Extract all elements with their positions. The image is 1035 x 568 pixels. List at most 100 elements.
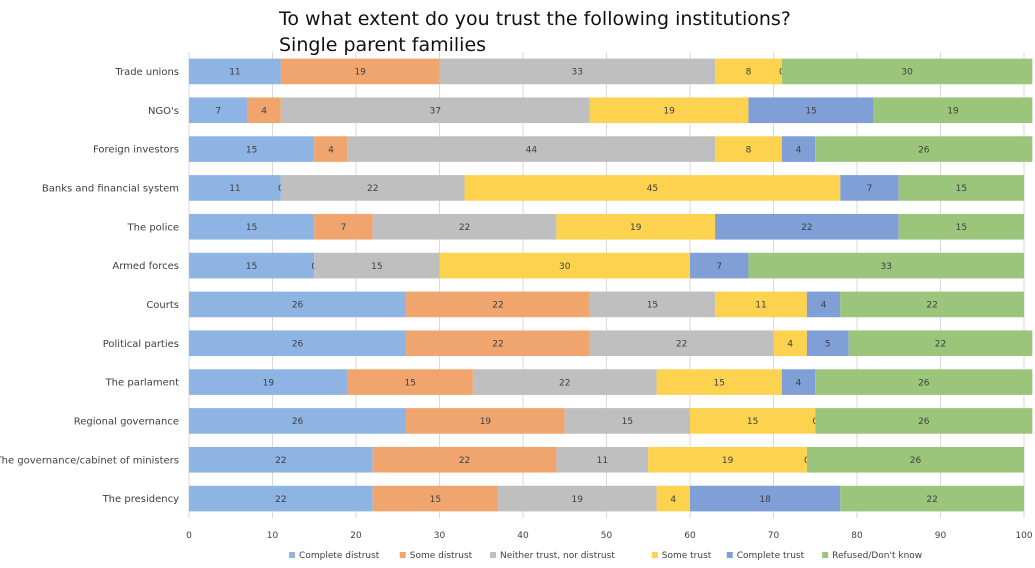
data-label: 7 <box>215 106 221 116</box>
data-label: 8 <box>746 145 752 155</box>
data-label: 22 <box>275 495 286 505</box>
category-label: The parlament <box>105 378 180 389</box>
data-label: 15 <box>956 184 967 194</box>
bar-refused-don-t-know <box>898 213 1024 240</box>
x-tick-label: 70 <box>768 531 780 541</box>
legend-label: Some trust <box>662 551 712 561</box>
legend-swatch <box>399 552 406 558</box>
legend: Complete distrust Some distrust Neither tr… <box>289 551 922 561</box>
bar-refused-don-t-know <box>748 252 1024 279</box>
data-label: 15 <box>246 223 257 233</box>
bar-some-distrust <box>406 291 590 318</box>
data-label: 30 <box>559 262 571 272</box>
chart-title: To what extent do you trust the followin… <box>279 8 791 30</box>
bar-neither-trust-nor-distrust <box>439 58 716 85</box>
bar-complete-distrust <box>189 213 315 240</box>
data-label: 11 <box>755 301 766 311</box>
data-label: 4 <box>328 145 334 155</box>
bar-some-trust <box>656 369 782 395</box>
data-label: 33 <box>880 262 891 272</box>
x-tick-label: 90 <box>935 531 947 541</box>
legend-swatch <box>726 552 733 558</box>
bar-refused-don-t-know <box>815 136 1033 162</box>
data-label: 26 <box>292 301 304 311</box>
bar-some-distrust <box>314 213 373 240</box>
data-label: 15 <box>622 417 633 427</box>
bar-neither-trust-nor-distrust <box>556 446 649 473</box>
bar-neither-trust-nor-distrust <box>280 97 590 124</box>
data-label: 7 <box>716 262 722 272</box>
x-tick-label: 20 <box>350 531 362 541</box>
data-label: 8 <box>746 68 752 78</box>
data-label: 19 <box>572 495 584 505</box>
data-label: 15 <box>371 262 382 272</box>
chart-subtitle: Single parent families <box>279 34 487 56</box>
bar-complete-trust <box>781 369 816 395</box>
x-tick-label: 40 <box>517 531 529 541</box>
bar-complete-distrust <box>189 408 407 434</box>
data-label: 22 <box>367 184 378 194</box>
bar-complete-trust <box>690 485 841 512</box>
data-label: 11 <box>229 184 240 194</box>
data-label: 7 <box>341 223 347 233</box>
x-tick-label: 60 <box>684 531 696 541</box>
legend-item-complete-trust: Complete trust <box>726 551 805 561</box>
data-label: 19 <box>722 456 734 466</box>
data-label: 15 <box>246 262 257 272</box>
data-label: 22 <box>676 339 687 349</box>
bar-some-distrust <box>372 485 498 512</box>
data-label: 22 <box>801 223 812 233</box>
category-label: Foreign investors <box>93 145 179 156</box>
bar-neither-trust-nor-distrust <box>372 213 557 240</box>
legend-item-complete-distrust: Complete distrust <box>289 551 380 561</box>
bar-neither-trust-nor-distrust <box>280 175 465 201</box>
bar-some-distrust <box>347 369 473 395</box>
bar-complete-distrust <box>189 369 348 395</box>
bar-complete-distrust <box>189 97 248 124</box>
data-label: 22 <box>459 223 470 233</box>
data-label: 15 <box>430 495 441 505</box>
legend-swatch <box>490 552 497 558</box>
data-label: 19 <box>480 417 492 427</box>
legend-swatch <box>651 552 658 558</box>
data-label: 22 <box>492 301 503 311</box>
data-label: 22 <box>275 456 286 466</box>
bar-some-trust <box>648 446 807 473</box>
bar-neither-trust-nor-distrust <box>564 408 690 434</box>
data-label: 44 <box>526 145 538 155</box>
category-label: Trade unions <box>114 67 179 78</box>
bar-some-distrust <box>406 330 590 357</box>
category-label: The governance/cabinet of ministers <box>0 455 179 466</box>
data-label: 15 <box>246 145 257 155</box>
data-label: 26 <box>918 378 930 388</box>
legend-label: Neither trust, nor distrust <box>500 551 615 561</box>
data-label: 19 <box>354 68 366 78</box>
data-label: 15 <box>647 301 658 311</box>
x-tick-label: 100 <box>1015 531 1032 541</box>
bar-neither-trust-nor-distrust <box>314 252 440 279</box>
legend-label: Complete distrust <box>299 551 380 561</box>
bar-refused-don-t-know <box>815 369 1033 395</box>
data-label: 15 <box>956 223 967 233</box>
x-tick-label: 30 <box>434 531 446 541</box>
chart-title-block: To what extent do you trust the followin… <box>279 6 791 58</box>
bar-some-distrust <box>406 408 565 434</box>
data-label: 19 <box>663 106 675 116</box>
bar-some-distrust <box>280 58 440 85</box>
bar-refused-don-t-know <box>848 330 1033 357</box>
bar-complete-trust <box>748 97 874 124</box>
data-label: 15 <box>405 378 416 388</box>
bar-neither-trust-nor-distrust <box>347 136 716 162</box>
bar-some-trust <box>715 58 782 85</box>
data-label: 22 <box>926 495 937 505</box>
data-label: 4 <box>261 106 267 116</box>
category-label: Courts <box>146 300 179 311</box>
bar-complete-distrust <box>189 330 407 357</box>
legend-item-some-distrust: Some distrust <box>399 551 473 561</box>
bar-refused-don-t-know <box>781 58 1033 85</box>
bar-some-distrust <box>372 446 557 473</box>
bar-complete-distrust <box>189 136 315 162</box>
x-tick-label: 10 <box>267 531 279 541</box>
bar-refused-don-t-know <box>873 97 1033 124</box>
